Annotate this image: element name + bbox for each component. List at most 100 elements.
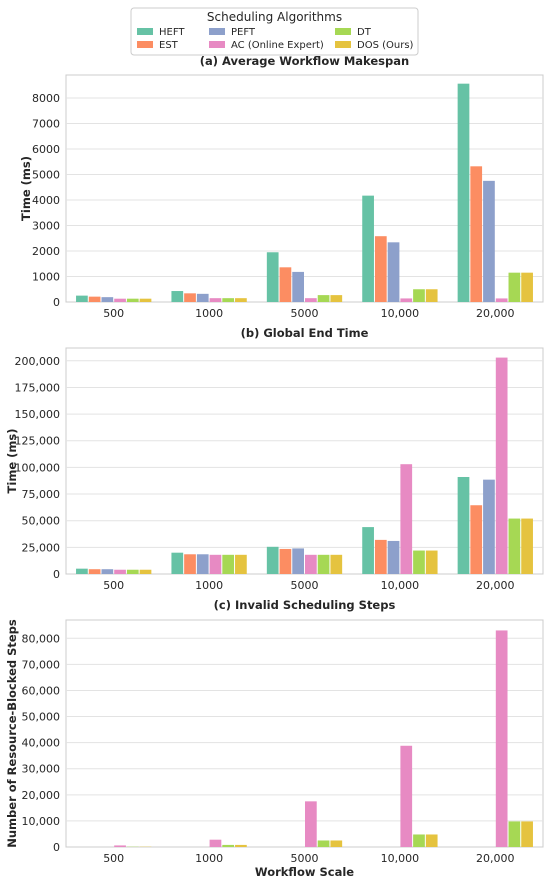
y-tick-label: 3000	[32, 219, 60, 232]
bar	[101, 297, 113, 302]
bar	[496, 298, 508, 302]
bar	[89, 569, 101, 574]
y-tick-label: 30,000	[22, 763, 61, 776]
bar	[521, 273, 533, 302]
bar	[330, 840, 342, 847]
legend-swatch	[209, 28, 225, 35]
y-tick-label: 50,000	[22, 711, 61, 724]
bar	[197, 554, 209, 574]
bar	[114, 845, 126, 847]
bar	[388, 242, 400, 302]
y-tick-label: 60,000	[22, 684, 61, 697]
x-tick-label: 5000	[291, 307, 319, 320]
legend-entry: DOS (Ours)	[357, 40, 414, 51]
bar	[171, 291, 183, 302]
bar	[101, 569, 113, 574]
y-tick-label: 7000	[32, 117, 60, 130]
bar	[76, 569, 88, 574]
bar	[483, 480, 495, 574]
legend-entry: PEFT	[231, 27, 256, 38]
y-tick-label: 150,000	[15, 408, 61, 421]
bar	[267, 547, 279, 574]
legend-title: Scheduling Algorithms	[207, 10, 342, 24]
bar	[426, 551, 438, 574]
bar	[318, 555, 330, 574]
bar	[222, 555, 234, 574]
bar	[521, 821, 533, 847]
y-tick-label: 75,000	[22, 488, 61, 501]
legend-swatch	[209, 41, 225, 48]
bar	[496, 630, 508, 847]
y-axis-label: Number of Resource-Blocked Steps	[5, 619, 19, 848]
legend-swatch	[137, 41, 153, 48]
x-tick-label: 500	[103, 307, 124, 320]
y-tick-label: 80,000	[22, 632, 61, 645]
bar	[127, 570, 139, 574]
y-tick-label: 0	[53, 296, 60, 309]
bar	[318, 840, 330, 847]
bar	[362, 196, 374, 302]
plot-area-2	[66, 620, 543, 847]
bar	[470, 505, 482, 574]
bar	[210, 298, 222, 302]
y-tick-label: 5000	[32, 168, 60, 181]
x-tick-label: 20,000	[476, 307, 515, 320]
bar	[400, 298, 412, 302]
bar	[280, 267, 292, 302]
legend-swatch	[137, 28, 153, 35]
x-tick-label: 20,000	[476, 852, 515, 865]
x-axis-label: Workflow Scale	[255, 865, 354, 879]
bar	[426, 834, 438, 847]
panel-title: (c) Invalid Scheduling Steps	[214, 598, 396, 612]
y-tick-label: 2000	[32, 245, 60, 258]
bar	[184, 554, 196, 574]
panel-title: (b) Global End Time	[241, 326, 369, 340]
y-tick-label: 1000	[32, 270, 60, 283]
bar	[318, 295, 330, 302]
bar	[330, 555, 342, 574]
y-axis-label: Time (ms)	[5, 429, 19, 494]
y-tick-label: 8000	[32, 92, 60, 105]
x-tick-label: 500	[103, 852, 124, 865]
bar	[388, 541, 400, 574]
x-tick-label: 1000	[195, 579, 223, 592]
bar	[413, 551, 425, 574]
bar	[496, 358, 508, 574]
panel-title: (a) Average Workflow Makespan	[200, 54, 409, 68]
bar	[400, 746, 412, 847]
bar	[426, 289, 438, 302]
bar	[76, 296, 88, 302]
bar	[210, 840, 222, 847]
bar	[280, 549, 292, 574]
x-tick-label: 20,000	[476, 579, 515, 592]
y-tick-label: 100,000	[15, 461, 61, 474]
bar	[222, 298, 234, 302]
bar	[521, 519, 533, 574]
bar	[509, 519, 521, 574]
y-tick-label: 20,000	[22, 789, 61, 802]
bar	[235, 555, 247, 574]
bar	[362, 527, 374, 574]
y-tick-label: 125,000	[15, 435, 61, 448]
x-tick-label: 1000	[195, 307, 223, 320]
legend-swatch	[335, 28, 351, 35]
bar	[509, 821, 521, 847]
bar	[375, 236, 387, 302]
bar	[413, 834, 425, 847]
y-tick-label: 70,000	[22, 658, 61, 671]
bar	[114, 299, 126, 302]
legend-entry: EST	[159, 40, 179, 51]
bar	[305, 801, 317, 847]
bar	[375, 540, 387, 574]
y-tick-label: 50,000	[22, 515, 61, 528]
y-tick-label: 10,000	[22, 815, 61, 828]
bar	[483, 181, 495, 302]
bar	[509, 273, 521, 302]
bar	[305, 298, 317, 302]
x-tick-label: 500	[103, 579, 124, 592]
y-tick-label: 175,000	[15, 381, 61, 394]
bar	[400, 464, 412, 574]
bar	[305, 555, 317, 574]
bar	[330, 295, 342, 302]
